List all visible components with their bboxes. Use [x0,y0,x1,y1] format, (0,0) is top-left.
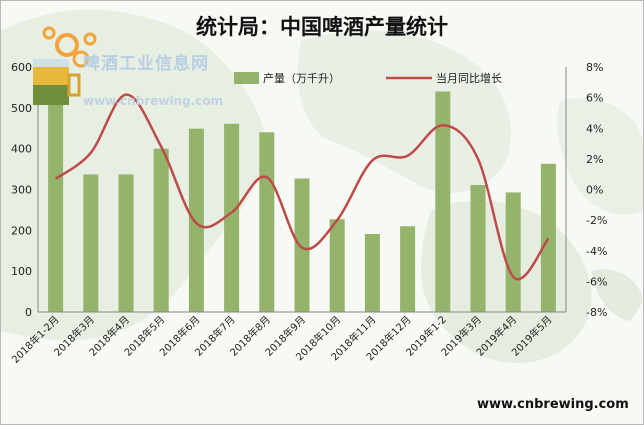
bar [153,148,169,312]
bar [48,103,64,313]
left-axis-ticks: 0 100 200 300 400 500 600 [11,61,32,319]
right-tick-label: 6% [586,92,603,105]
bar [364,234,380,312]
left-tick-label: 100 [11,265,32,278]
bar [505,192,521,312]
bar [118,174,134,312]
legend-bar-label: 产量（万千升） [263,71,340,85]
right-tick-label: 4% [586,122,603,135]
right-tick-label: -6% [586,275,607,288]
bar [188,128,204,312]
logo-url: www.cnbrewing.com [83,94,224,108]
left-tick-label: 500 [11,102,32,115]
line-series [54,93,550,281]
left-tick-label: 400 [11,143,32,156]
logo: 啤酒工业信息网 www.cnbrewing.com [27,25,223,117]
right-tick-label: 0% [586,184,603,197]
legend-bar-swatch [234,72,259,84]
left-tick-label: 0 [25,306,32,319]
right-tick-label: -8% [586,306,607,319]
right-axis-ticks: -8% -6% -4% -2% 0% 2% 4% 6% 8% [586,61,607,319]
right-tick-label: -4% [586,245,607,258]
logo-name: 啤酒工业信息网 [83,54,209,74]
footer-url: www.cnbrewing.com [477,397,629,412]
bar [329,219,345,312]
legend-line-label: 当月同比增长 [436,71,502,85]
bar [83,174,99,312]
x-tick-label: 2018年1-2月 [9,313,62,366]
axes [37,67,567,313]
right-tick-label: -2% [586,214,607,227]
legend: 产量（万千升） 当月同比增长 [234,71,502,85]
bar-series [48,91,556,313]
left-tick-label: 300 [11,184,32,197]
left-tick-label: 600 [11,61,32,74]
bar [400,226,416,313]
bar [294,178,310,312]
chart-title: 统计局：中国啤酒产量统计 [196,14,448,39]
growth-line [54,93,550,281]
bar [435,91,451,312]
right-tick-label: 2% [586,153,603,166]
bar [470,185,486,312]
right-tick-label: 8% [586,61,603,74]
beer-logo-icon [33,26,97,105]
x-axis-ticks: 2018年1-2月2018年3月2018年4月2018年5月2018年6月201… [9,313,555,366]
left-tick-label: 200 [11,224,32,237]
bar [259,132,275,312]
bar [540,163,556,312]
bar [224,123,240,312]
